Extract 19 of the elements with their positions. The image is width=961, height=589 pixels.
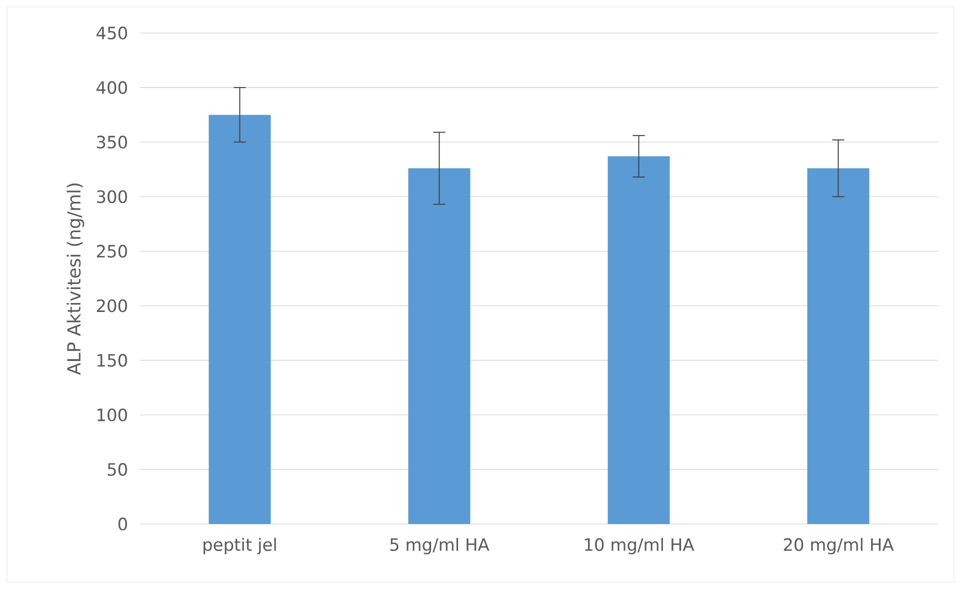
bar xyxy=(807,168,870,524)
y-tick-label: 400 xyxy=(96,81,128,94)
x-tick-label: 10 mg/ml HA xyxy=(585,538,694,554)
y-axis-title: ALP Aktivitesi (ng/ml) xyxy=(66,184,84,375)
x-tick-label: 5 mg/ml HA xyxy=(390,538,490,554)
bar xyxy=(208,114,271,524)
bar xyxy=(608,156,670,524)
bar xyxy=(408,168,470,524)
y-tick-label: 450 xyxy=(96,26,128,40)
y-tick-label: 250 xyxy=(96,244,128,258)
y-tick-label: 150 xyxy=(98,354,128,367)
y-tick-label: 350 xyxy=(96,136,128,149)
y-tick-label: 300 xyxy=(96,190,128,204)
y-tick-label: 100 xyxy=(98,408,128,422)
y-tick-label: 50 xyxy=(108,463,128,476)
x-tick-label: 20 mg/ml HA xyxy=(784,538,894,554)
x-tick-label: peptit jel xyxy=(204,538,276,554)
y-tick-label: 200 xyxy=(96,299,128,312)
y-tick-label: 0 xyxy=(118,518,128,530)
